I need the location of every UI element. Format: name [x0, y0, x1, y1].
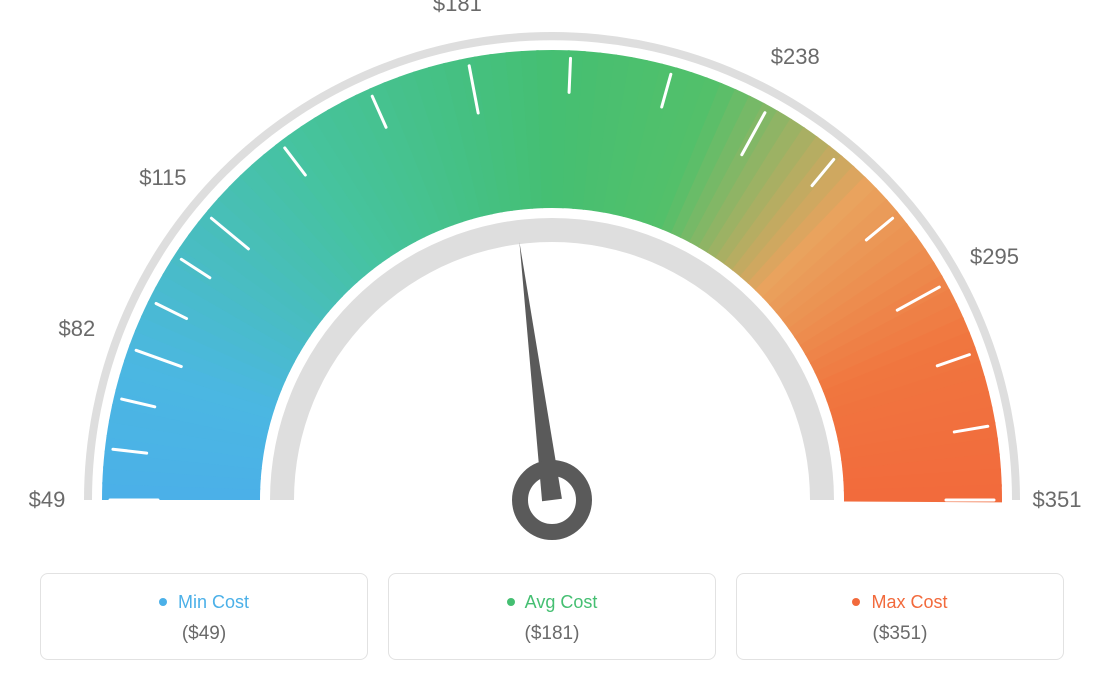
gauge-tick-label: $49 [29, 487, 66, 513]
legend-title-min: Min Cost [51, 592, 357, 613]
gauge-tick-label: $351 [1033, 487, 1082, 513]
legend-value-min: ($49) [51, 623, 357, 645]
gauge-tick-label: $115 [139, 165, 186, 191]
legend-card-min: Min Cost ($49) [40, 573, 368, 660]
legend-card-avg: Avg Cost ($181) [388, 573, 716, 660]
gauge-tick-label: $82 [58, 316, 95, 342]
legend-title-min-text: Min Cost [178, 592, 249, 612]
legend-title-avg-text: Avg Cost [525, 592, 598, 612]
legend-dot-max [852, 598, 860, 606]
gauge-tick-label: $295 [970, 244, 1019, 270]
legend-dot-min [159, 598, 167, 606]
chart-container: $49 $82 $115 $181 $238 $295 $351 Min Cost ($49… [0, 0, 1104, 690]
legend-value-avg: ($181) [399, 623, 705, 645]
gauge-tick-label: $181 [433, 0, 482, 17]
legend-card-max: Max Cost ($351) [736, 573, 1064, 660]
legend-title-max-text: Max Cost [871, 592, 947, 612]
legend-dot-avg [507, 598, 515, 606]
gauge-area: $49 $82 $115 $181 $238 $295 $351 [0, 0, 1104, 560]
legend-title-avg: Avg Cost [399, 592, 705, 613]
legend-value-max: ($351) [747, 623, 1053, 645]
legend-title-max: Max Cost [747, 592, 1053, 613]
legend-row: Min Cost ($49) Avg Cost ($181) Max Cost … [40, 573, 1064, 660]
gauge-tick-label: $238 [771, 44, 820, 70]
gauge-svg [0, 0, 1104, 560]
